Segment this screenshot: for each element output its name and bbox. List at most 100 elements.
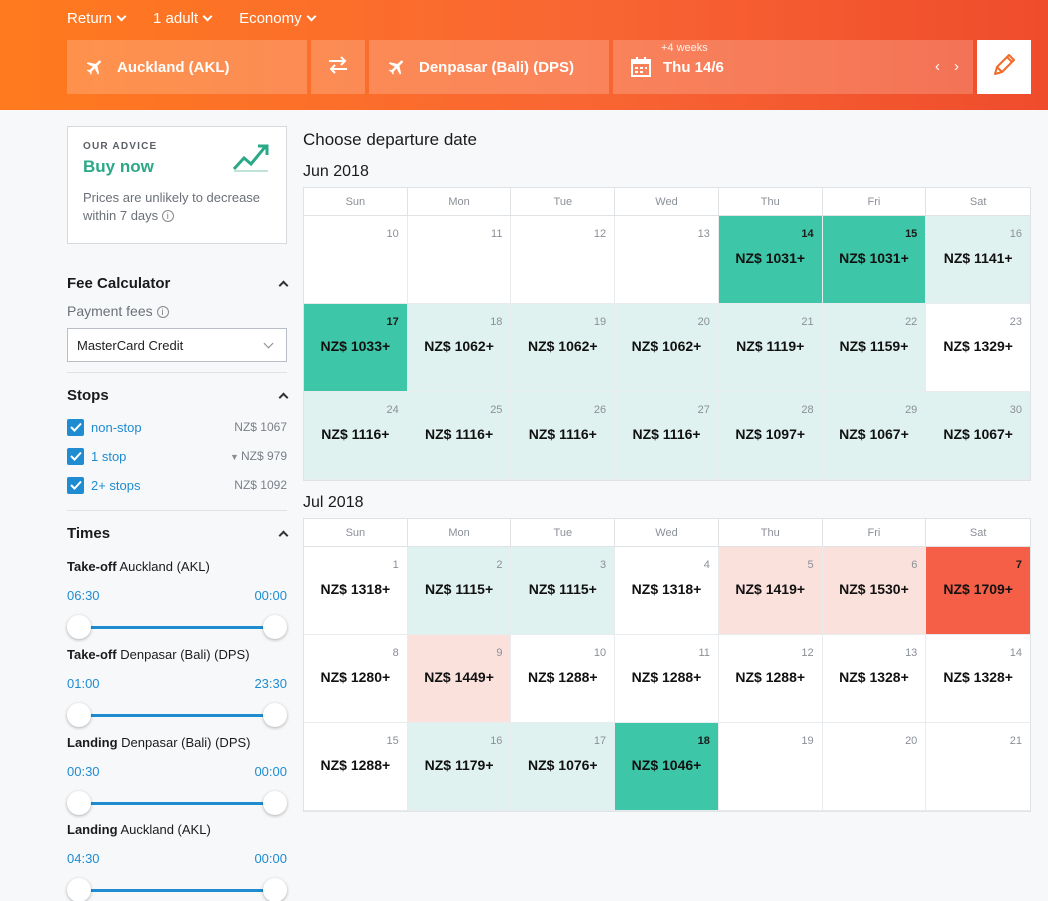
checkbox-checked[interactable] bbox=[67, 447, 84, 465]
calendar-day[interactable]: 13 NZ$ 1328+ bbox=[822, 635, 927, 723]
calendar-day[interactable]: 6 NZ$ 1530+ bbox=[822, 547, 927, 635]
slider-max-handle[interactable] bbox=[263, 878, 287, 901]
edit-search-button[interactable] bbox=[977, 40, 1031, 94]
payment-method-value: MasterCard Credit bbox=[77, 338, 184, 353]
time-filter-title: Take-off Denpasar (Bali) (DPS) bbox=[67, 647, 287, 662]
slider-track bbox=[79, 714, 275, 717]
calendar-day[interactable]: 3 NZ$ 1115+ bbox=[511, 547, 616, 635]
payment-method-select[interactable]: MasterCard Credit bbox=[67, 328, 287, 362]
prev-date-button[interactable]: ‹ bbox=[935, 58, 940, 75]
collapse-icon[interactable] bbox=[278, 530, 289, 541]
calendar-day[interactable]: 1 NZ$ 1318+ bbox=[304, 547, 408, 635]
day-price: NZ$ 1097+ bbox=[735, 426, 806, 442]
calendar-day[interactable]: 11 NZ$ 1288+ bbox=[615, 635, 719, 723]
calendar-day[interactable]: 16 NZ$ 1179+ bbox=[407, 723, 512, 811]
day-number: 21 bbox=[801, 316, 814, 328]
calendar-day[interactable]: 24 NZ$ 1116+ bbox=[304, 392, 408, 480]
calendar-day[interactable]: 28 NZ$ 1097+ bbox=[718, 392, 823, 480]
calendar-day[interactable]: 18 NZ$ 1062+ bbox=[407, 304, 512, 392]
origin-field[interactable]: Auckland (AKL) bbox=[67, 40, 307, 94]
calendar-day[interactable]: 30 NZ$ 1067+ bbox=[926, 392, 1031, 480]
calendar-day[interactable]: 17 NZ$ 1076+ bbox=[511, 723, 616, 811]
calendar-day[interactable]: 15 NZ$ 1288+ bbox=[304, 723, 408, 811]
calendar-day[interactable]: 21 bbox=[926, 723, 1031, 811]
calendar-day[interactable]: 29 NZ$ 1067+ bbox=[822, 392, 927, 480]
calendar-day[interactable]: 21 NZ$ 1119+ bbox=[718, 304, 823, 392]
calendar-day[interactable]: 18 NZ$ 1046+ bbox=[615, 723, 719, 811]
calendar-day[interactable]: 10 bbox=[304, 216, 408, 304]
stop-option-2-plus[interactable]: 2+ stops NZ$ 1092 bbox=[67, 475, 287, 495]
calendar-day[interactable]: 23 NZ$ 1329+ bbox=[926, 304, 1031, 392]
calendar-day[interactable]: 22 NZ$ 1159+ bbox=[822, 304, 927, 392]
day-price: NZ$ 1067+ bbox=[943, 426, 1013, 442]
day-price: NZ$ 1062+ bbox=[527, 338, 598, 354]
stops-header[interactable]: Stops bbox=[67, 387, 289, 404]
time-range: 01:00 23:30 bbox=[67, 676, 287, 691]
day-price: NZ$ 1288+ bbox=[735, 669, 806, 685]
destination-field[interactable]: Denpasar (Bali) (DPS) bbox=[369, 40, 609, 94]
slider-max-handle[interactable] bbox=[263, 615, 287, 639]
stop-option-1-stop[interactable]: 1 stop ▼ NZ$ 979 bbox=[67, 446, 287, 466]
calendar-jun-2018: Sun Mon Tue Wed Thu Fri Sat 10 11 12 13 14 NZ$ 1031+… bbox=[303, 187, 1031, 481]
swap-button[interactable] bbox=[311, 40, 365, 94]
calendar-day[interactable]: 20 NZ$ 1062+ bbox=[615, 304, 719, 392]
slider-min-handle[interactable] bbox=[67, 703, 91, 727]
times-header[interactable]: Times bbox=[67, 525, 289, 542]
cabin-class-dropdown[interactable]: Economy bbox=[239, 10, 317, 27]
time-slider[interactable] bbox=[67, 703, 287, 727]
slider-min-handle[interactable] bbox=[67, 878, 91, 901]
calendar-day[interactable]: 25 NZ$ 1116+ bbox=[407, 392, 512, 480]
calendar-day[interactable]: 19 NZ$ 1062+ bbox=[511, 304, 616, 392]
pencil-icon bbox=[991, 52, 1017, 83]
time-slider[interactable] bbox=[67, 615, 287, 639]
calendar-day[interactable]: 12 bbox=[511, 216, 616, 304]
checkbox-checked[interactable] bbox=[67, 476, 84, 494]
calendar-day[interactable]: 14 NZ$ 1328+ bbox=[926, 635, 1031, 723]
calendar-day[interactable]: 8 NZ$ 1280+ bbox=[304, 635, 408, 723]
passengers-dropdown[interactable]: 1 adult bbox=[153, 10, 213, 27]
calendar-day[interactable]: 11 bbox=[407, 216, 512, 304]
calendar-day[interactable]: 12 NZ$ 1288+ bbox=[718, 635, 823, 723]
calendar-day[interactable]: 10 NZ$ 1288+ bbox=[511, 635, 616, 723]
calendar-day[interactable]: 4 NZ$ 1318+ bbox=[615, 547, 719, 635]
calendar-day[interactable]: 5 NZ$ 1419+ bbox=[718, 547, 823, 635]
info-icon[interactable]: i bbox=[161, 210, 174, 222]
calendar-day[interactable]: 17 NZ$ 1033+ bbox=[304, 304, 408, 392]
stop-option-nonstop[interactable]: non-stop NZ$ 1067 bbox=[67, 417, 287, 437]
slider-max-handle[interactable] bbox=[263, 791, 287, 815]
trend-up-icon bbox=[232, 141, 270, 178]
day-number: 26 bbox=[593, 404, 607, 416]
slider-min-handle[interactable] bbox=[67, 615, 91, 639]
calendar-day[interactable]: 27 NZ$ 1116+ bbox=[615, 392, 719, 480]
checkbox-checked[interactable] bbox=[67, 418, 84, 436]
calendar-day[interactable]: 15 NZ$ 1031+ bbox=[822, 216, 927, 304]
payment-fees-text: Payment fees bbox=[67, 303, 153, 319]
calendar-day[interactable]: 2 NZ$ 1115+ bbox=[407, 547, 512, 635]
next-date-button[interactable]: › bbox=[954, 58, 959, 75]
calendar-day[interactable]: 26 NZ$ 1116+ bbox=[511, 392, 616, 480]
time-filter-landing-dps: Landing Denpasar (Bali) (DPS) 00:30 00:00 bbox=[67, 735, 287, 815]
day-price: NZ$ 1329+ bbox=[943, 338, 1013, 354]
calendar-day[interactable]: 9 NZ$ 1449+ bbox=[407, 635, 512, 723]
slider-min-handle[interactable] bbox=[67, 791, 91, 815]
collapse-icon[interactable] bbox=[278, 392, 289, 403]
calendar-day[interactable]: 16 NZ$ 1141+ bbox=[926, 216, 1031, 304]
divider bbox=[67, 372, 287, 373]
calendar-day[interactable]: 14 NZ$ 1031+ bbox=[718, 216, 823, 304]
time-from: 00:30 bbox=[67, 764, 100, 779]
time-slider[interactable] bbox=[67, 878, 287, 901]
time-slider[interactable] bbox=[67, 791, 287, 815]
collapse-icon[interactable] bbox=[278, 280, 289, 291]
fee-calculator-header[interactable]: Fee Calculator bbox=[67, 275, 289, 292]
time-kind: Landing bbox=[67, 822, 118, 837]
departure-date-field[interactable]: +4 weeks Thu 14/6 ‹ › bbox=[613, 40, 973, 94]
slider-max-handle[interactable] bbox=[263, 703, 287, 727]
calendar-day[interactable]: 7 NZ$ 1709+ bbox=[926, 547, 1031, 635]
trip-type-dropdown[interactable]: Return bbox=[67, 10, 127, 27]
calendar-day[interactable]: 19 bbox=[718, 723, 823, 811]
weekday-label: Sun bbox=[304, 188, 408, 215]
calendar-day[interactable]: 20 bbox=[822, 723, 927, 811]
calendar-day[interactable]: 13 bbox=[615, 216, 719, 304]
info-icon[interactable]: i bbox=[156, 306, 169, 318]
day-price: NZ$ 1530+ bbox=[839, 581, 909, 597]
